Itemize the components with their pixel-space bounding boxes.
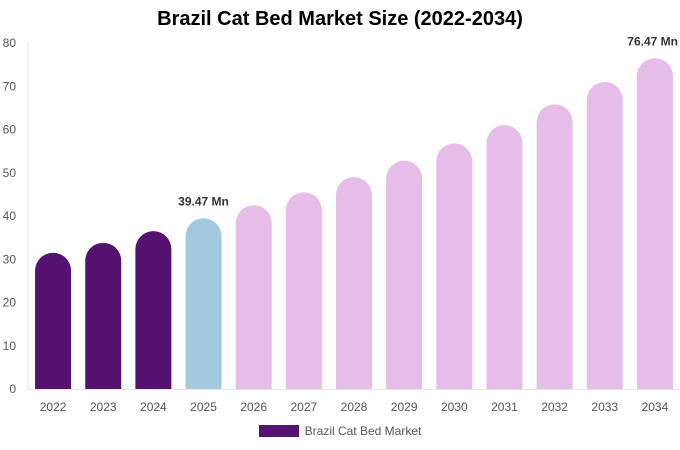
x-tick-label: 2024 [140, 400, 167, 414]
bar-2027 [285, 192, 322, 389]
chart-title: Brazil Cat Bed Market Size (2022-2034) [157, 8, 523, 30]
y-tick-label: 0 [9, 382, 16, 396]
data-label-2034: 76.47 Mn [627, 34, 678, 48]
y-tick-label: 20 [3, 296, 17, 310]
x-tick-label: 2028 [341, 400, 368, 414]
y-axis: 0 10 20 30 40 50 60 70 80 [3, 36, 29, 396]
data-labels-group: 39.47 Mn 76.47 Mn [178, 34, 678, 208]
bar-2030 [436, 143, 473, 389]
x-tick-label: 2031 [491, 400, 518, 414]
y-tick-label: 60 [3, 123, 17, 137]
y-tick-label: 10 [3, 339, 17, 353]
y-tick-label: 50 [3, 166, 17, 180]
bar-2023 [85, 242, 122, 389]
bars-group [35, 58, 673, 390]
x-tick-label: 2032 [541, 400, 568, 414]
bar-2022 [35, 252, 72, 389]
bar-2033 [586, 81, 623, 390]
data-label-2025: 39.47 Mn [178, 194, 229, 208]
x-tick-label: 2029 [391, 400, 418, 414]
y-tick-label: 70 [3, 79, 17, 93]
bar-2031 [486, 125, 523, 390]
x-tick-label: 2033 [591, 400, 618, 414]
y-tick-label: 40 [3, 209, 17, 223]
x-tick-label: 2030 [441, 400, 468, 414]
bar-2032 [536, 104, 573, 389]
y-tick-label: 30 [3, 252, 17, 266]
bar-2025 [185, 218, 222, 389]
bar-2028 [336, 177, 372, 389]
x-tick-label: 2023 [90, 400, 117, 414]
x-tick-label: 2022 [40, 400, 67, 414]
bar-2029 [386, 160, 423, 389]
legend: Brazil Cat Bed Market [0, 424, 680, 438]
x-tick-label: 2034 [642, 400, 669, 414]
x-tick-label: 2026 [240, 400, 267, 414]
legend-label: Brazil Cat Bed Market [304, 424, 422, 438]
bar-2034 [636, 58, 673, 390]
y-tick-label: 80 [3, 36, 17, 50]
x-tick-label: 2027 [290, 400, 317, 414]
legend-swatch [258, 425, 299, 437]
x-tick-label: 2025 [190, 400, 217, 414]
bar-2024 [135, 231, 172, 389]
x-axis: 2022 2023 2024 2025 2026 2027 2028 2029 2030 2031… [28, 389, 680, 414]
bar-2026 [235, 205, 272, 389]
